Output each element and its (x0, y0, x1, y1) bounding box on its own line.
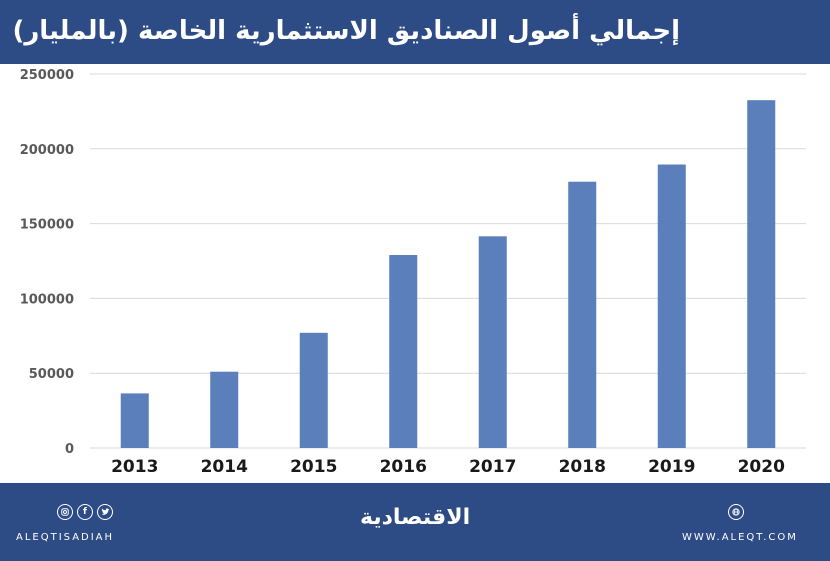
x-tick-label: 2016 (380, 457, 427, 477)
website-url[interactable]: WWW.ALEQT.COM (682, 532, 798, 543)
brand-logo: الاقتصادية (360, 505, 471, 530)
x-tick-label: 2013 (111, 457, 158, 477)
x-tick-label: 2019 (648, 457, 695, 477)
x-tick-label: 2018 (559, 457, 606, 477)
bar-2018 (568, 181, 597, 448)
y-tick-label: 250000 (20, 68, 74, 83)
x-tick-label: 2014 (201, 457, 248, 477)
y-tick-label: 100000 (20, 292, 74, 307)
y-axis-ticks: 0 50000 100000 150000 200000 250000 (20, 68, 74, 457)
x-tick-label: 2017 (469, 457, 516, 477)
social-icons: f (57, 504, 113, 520)
chart-title: إجمالي أصول الصناديق الاستثمارية الخاصة … (12, 16, 680, 46)
globe-icon[interactable] (728, 504, 744, 520)
bar-2015 (299, 332, 328, 448)
x-tick-label: 2015 (290, 457, 337, 477)
bar-2019 (657, 164, 686, 448)
social-handle[interactable]: ALEQTISADIAH (16, 532, 115, 543)
y-tick-label: 50000 (29, 367, 74, 382)
x-tick-label: 2020 (738, 457, 785, 477)
facebook-icon[interactable]: f (77, 504, 93, 520)
bar-2017 (478, 236, 507, 448)
twitter-icon[interactable] (97, 504, 113, 520)
x-axis-ticks: 2013 2014 2015 2016 2017 2018 2019 2020 (111, 457, 785, 477)
bar-2013 (120, 393, 149, 448)
y-tick-label: 200000 (20, 143, 74, 158)
title-bar: إجمالي أصول الصناديق الاستثمارية الخاصة … (0, 0, 830, 64)
bar-2020 (747, 100, 776, 449)
instagram-icon[interactable] (57, 504, 73, 520)
bar-2016 (389, 255, 418, 448)
gridlines (90, 73, 806, 449)
footer: f ALEQTISADIAH الاقتصادية WWW.ALEQT.COM (0, 483, 830, 561)
y-tick-label: 150000 (20, 218, 74, 233)
bars (120, 100, 776, 449)
bar-2014 (210, 371, 239, 448)
y-tick-label: 0 (65, 442, 74, 457)
